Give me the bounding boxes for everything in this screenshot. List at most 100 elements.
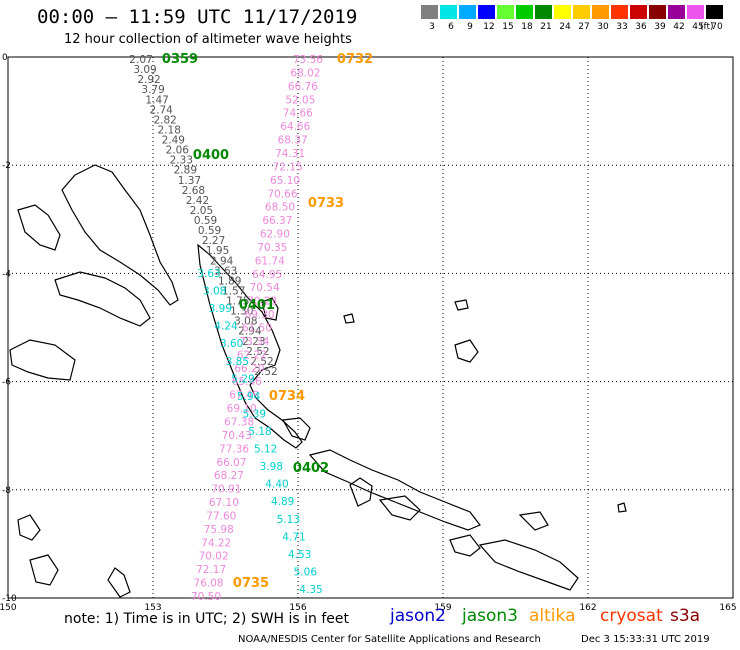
pass-time-label: 0732 bbox=[337, 52, 373, 67]
altika-swh-value: 69.30 bbox=[245, 309, 275, 321]
altika-swh-value: 72.17 bbox=[196, 564, 226, 576]
island-outline bbox=[449, 534, 481, 557]
legend-tick-label: 42 bbox=[673, 22, 685, 32]
footnote: note: 1) Time is in UTC; 2) SWH is in fe… bbox=[64, 611, 350, 627]
altika-swh-value: 72.15 bbox=[273, 161, 303, 173]
altika-swh-value: 70.43 bbox=[222, 430, 252, 442]
altika-swh-value: 70.91 bbox=[211, 484, 241, 496]
legend-swatch bbox=[573, 5, 590, 19]
altika-swh-value: 68.50 bbox=[265, 202, 295, 214]
island-outline bbox=[378, 495, 421, 521]
legend-tick-label: 45 bbox=[692, 22, 704, 32]
jason3-swh-value: 2.18 bbox=[158, 124, 181, 136]
altika-swh-value: 62.90 bbox=[260, 229, 290, 241]
island-outline bbox=[9, 339, 76, 381]
swh-value-cyan: 5.13 bbox=[277, 514, 300, 526]
altika-swh-value: 76.08 bbox=[194, 578, 224, 590]
legend-tick-label: 3 bbox=[429, 22, 435, 32]
jason3-swh-value: 2.94 bbox=[210, 255, 234, 267]
altika-swh-value: 52.05 bbox=[285, 94, 315, 106]
legend-swatch bbox=[687, 5, 704, 19]
altika-swh-value: 77.60 bbox=[206, 510, 236, 522]
jason3-swh-value: 0.59 bbox=[198, 225, 221, 237]
swh-value-cyan: 5.29 bbox=[231, 373, 254, 385]
x-tick-label: 165 bbox=[719, 603, 736, 613]
jason3-swh-value: 1.57 bbox=[222, 285, 245, 297]
jason3-swh-value: 2.52 bbox=[250, 356, 273, 368]
island-outline bbox=[617, 502, 627, 513]
map-subtitle: 12 hour collection of altimeter wave hei… bbox=[64, 32, 352, 47]
jason3-swh-value: 1.75 bbox=[226, 296, 249, 308]
swh-value-cyan: 4.40 bbox=[265, 479, 288, 491]
jason3-swh-value: 1.89 bbox=[218, 275, 241, 287]
altika-swh-value: 65.10 bbox=[270, 175, 300, 187]
legend-swatch bbox=[459, 5, 476, 19]
altika-swh-value: 73.56 bbox=[293, 54, 323, 66]
y-tick-label: -8 bbox=[2, 486, 11, 496]
coastlines bbox=[9, 164, 627, 598]
jason3-swh-value: 1.37 bbox=[178, 175, 201, 187]
altika-swh-value: 70.66 bbox=[267, 188, 297, 200]
x-tick-label: 162 bbox=[579, 603, 596, 613]
altika-swh-value: 67.10 bbox=[209, 497, 239, 509]
y-tick-label: -4 bbox=[2, 269, 11, 279]
island-outline bbox=[282, 417, 311, 441]
island-outline bbox=[478, 539, 579, 591]
altika-swh-value: 62.22 bbox=[237, 349, 267, 361]
island-outline bbox=[343, 313, 355, 324]
legend-tick-label: 27 bbox=[578, 22, 590, 32]
altika-swh-value: 70.02 bbox=[199, 551, 229, 563]
altika-swh-value: 64.95 bbox=[252, 269, 282, 281]
jason3-swh-value: 2.92 bbox=[137, 74, 160, 86]
jason3-swh-value: 1.95 bbox=[206, 245, 229, 257]
lat-lon-grid bbox=[7, 56, 734, 599]
legend-tick-label: 33 bbox=[616, 22, 628, 32]
altika-swh-value: 64.66 bbox=[280, 121, 310, 133]
pass-time-labels: 0359 0400 0401 0402 0732 0733 0734 0735 bbox=[162, 52, 373, 591]
jason3-swh-value: 2.94 bbox=[238, 326, 262, 338]
altika-swh-value: 70.35 bbox=[257, 242, 287, 254]
swh-value-cyan: 3.99 bbox=[209, 303, 232, 315]
island-outline bbox=[261, 297, 279, 321]
map-frame bbox=[7, 56, 734, 599]
swh-value-cyan: 4.24 bbox=[214, 321, 238, 333]
jason3-swh-value: 2.33 bbox=[170, 155, 193, 167]
satellite-legend-s3a: s3a bbox=[670, 606, 701, 626]
swh-value-cyan: 4.35 bbox=[299, 584, 322, 596]
legend-swatch bbox=[668, 5, 685, 19]
island-outline bbox=[454, 299, 469, 311]
jason3-swh-value: 2.06 bbox=[166, 145, 190, 157]
pass-time-label: 0401 bbox=[239, 298, 275, 313]
jason3-swh-value: 2.07 bbox=[129, 54, 152, 66]
wave-height-tracks: 2.073.092.923.791.472.742.822.182.492.06… bbox=[129, 54, 323, 603]
jason3-swh-value: 1.47 bbox=[145, 94, 168, 106]
pass-time-label: 0402 bbox=[293, 461, 329, 476]
jason3-swh-value: 2.89 bbox=[174, 165, 197, 177]
altika-swh-value: 74.66 bbox=[283, 108, 313, 120]
swh-value-cyan: 3.60 bbox=[220, 338, 243, 350]
x-tick-label: 153 bbox=[144, 603, 161, 613]
legend-tick-label: 70 bbox=[711, 22, 723, 32]
x-tick-label: 150 bbox=[0, 603, 17, 613]
jason3-swh-value: 2.49 bbox=[162, 135, 185, 147]
jason3-swh-value: 3.63 bbox=[214, 265, 237, 277]
legend-tick-label: 24 bbox=[559, 22, 571, 32]
altika-swh-value: 70.23 bbox=[247, 296, 277, 308]
jason3-swh-value: 2.42 bbox=[186, 195, 209, 207]
legend-swatch bbox=[649, 5, 666, 19]
y-tick-label: -10 bbox=[2, 594, 17, 604]
swh-value-cyan: 3.98 bbox=[260, 461, 283, 473]
island-outline bbox=[17, 204, 61, 251]
altika-swh-value: 66.37 bbox=[262, 215, 292, 227]
jason3-swh-value: 2.68 bbox=[182, 185, 205, 197]
swh-value-cyan: 5.18 bbox=[248, 426, 271, 438]
jason3-swh-value: 2.74 bbox=[149, 104, 173, 116]
y-tick-label: -6 bbox=[2, 378, 11, 388]
altika-swh-value: 66.76 bbox=[288, 81, 318, 93]
altika-swh-value: 75.98 bbox=[204, 524, 234, 536]
island-outline bbox=[308, 449, 481, 531]
island-outline bbox=[197, 243, 303, 449]
axis-labels: 150 153 156 159 162 165 0 -2 -4 -6 -8 -10 bbox=[0, 53, 737, 613]
legend-swatch bbox=[592, 5, 609, 19]
